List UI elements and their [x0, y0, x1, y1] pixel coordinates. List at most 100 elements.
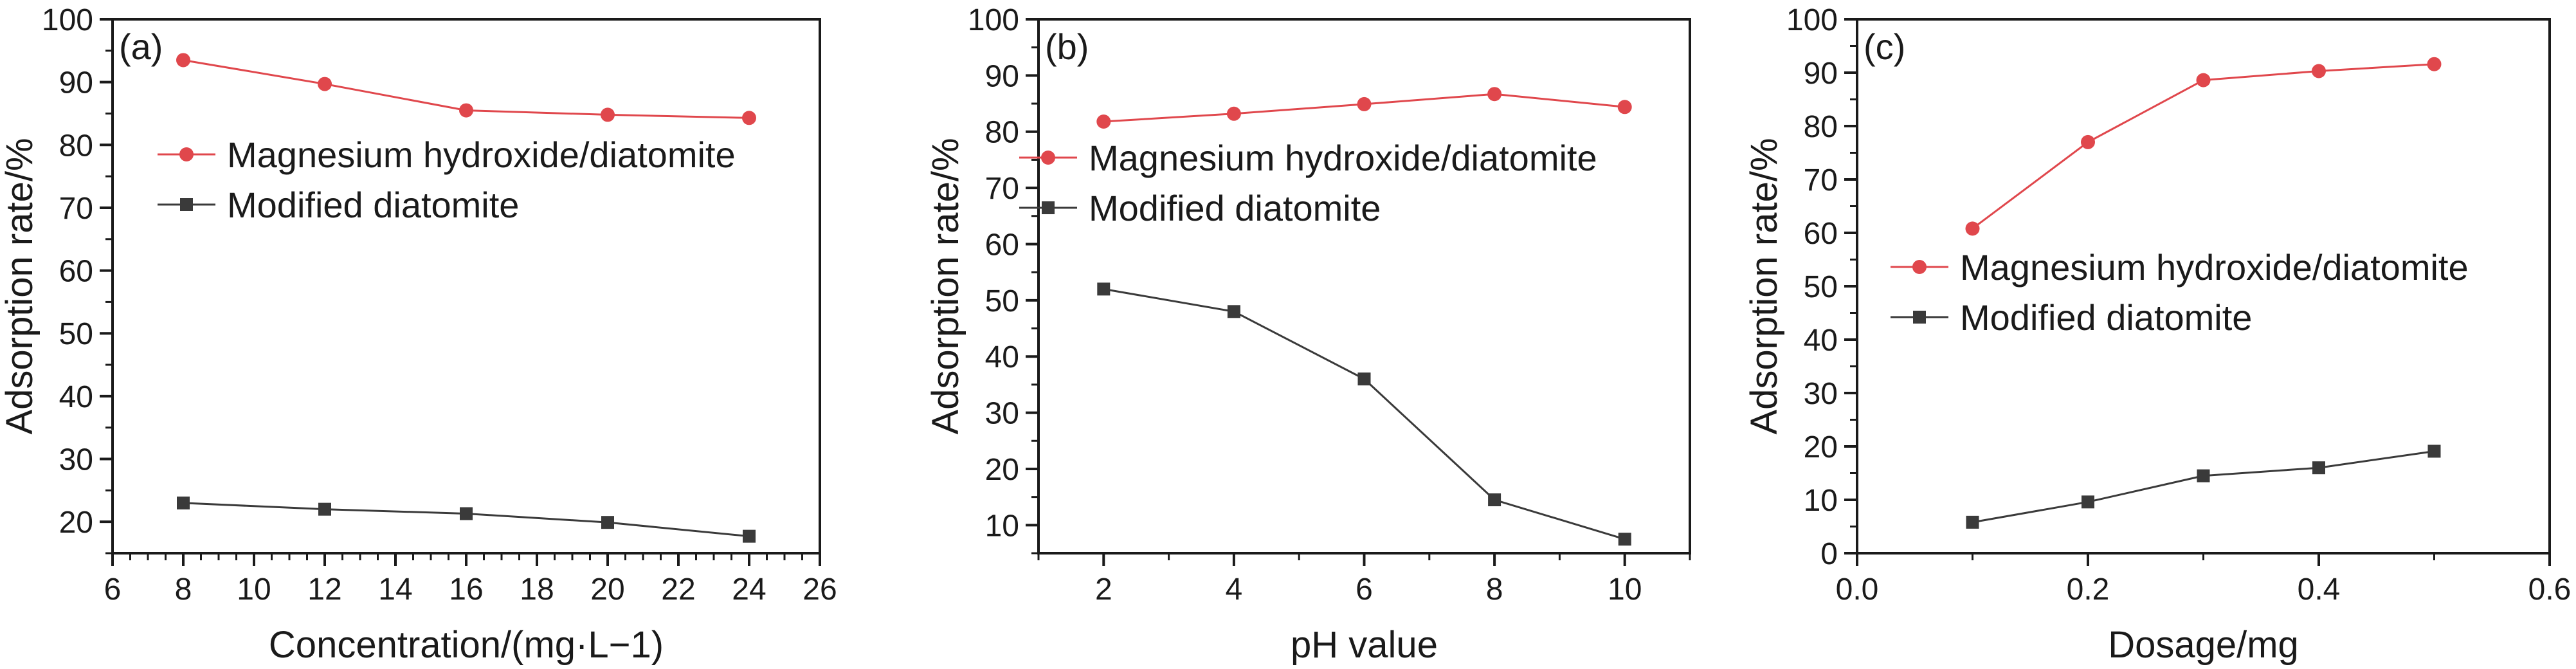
y-axis-title: Adsorption rate/%: [925, 138, 966, 434]
data-point: [1487, 87, 1502, 102]
data-point: [1226, 106, 1241, 121]
data-point: [1357, 372, 1371, 386]
legend-marker: [1912, 260, 1927, 274]
data-point: [1617, 100, 1632, 115]
x-tick-label: 4: [1226, 573, 1243, 607]
y-tick-label: 100: [1786, 3, 1838, 37]
x-tick-label: 10: [1608, 573, 1642, 607]
x-tick-label: 6: [104, 573, 122, 607]
y-tick-label: 20: [1804, 430, 1838, 464]
legend-label: Modified diatomite: [1089, 188, 1381, 228]
legend-marker: [179, 147, 194, 161]
x-tick-label: 10: [237, 573, 271, 607]
chart-panel-3: 0.0 0.2 0.4 0.6 0 10 20 30 40 50 60 70 80 90 100 Dosage…: [1743, 3, 2571, 666]
x-tick-label: 14: [378, 573, 412, 607]
x-tick-label: 12: [307, 573, 341, 607]
y-tick-label: 60: [985, 228, 1019, 262]
legend-marker: [1913, 311, 1926, 324]
data-point: [2197, 469, 2210, 482]
data-point: [1965, 221, 1980, 236]
y-tick-label: 100: [968, 3, 1019, 37]
y-tick-label: 40: [985, 340, 1019, 374]
y-tick-label: 30: [985, 397, 1019, 431]
y-tick-label: 60: [59, 255, 93, 289]
legend-label: Magnesium hydroxide/diatomite: [1089, 138, 1597, 178]
series-line-2: [1103, 288, 1626, 540]
data-point: [2312, 64, 2326, 78]
x-tick-label: 0.0: [1836, 573, 1879, 607]
y-tick-label: 0: [1820, 537, 1838, 571]
data-point: [460, 507, 473, 520]
x-tick-label: 26: [803, 573, 837, 607]
legend-marker: [1041, 151, 1055, 165]
y-tick-label: 10: [985, 509, 1019, 543]
x-tick-label: 20: [590, 573, 624, 607]
y-tick-label: 80: [59, 129, 93, 163]
x-tick-label: 0.4: [2298, 573, 2341, 607]
x-tick-label: 18: [520, 573, 554, 607]
y-tick-label: 30: [1804, 377, 1838, 411]
data-point: [2312, 461, 2325, 475]
x-tick-label: 8: [1486, 573, 1503, 607]
x-tick-label: 0.2: [2067, 573, 2110, 607]
y-tick-label: 100: [42, 3, 93, 37]
y-tick-label: 80: [1804, 110, 1838, 144]
y-tick-label: 90: [59, 66, 93, 100]
data-point: [1097, 282, 1111, 296]
data-point: [176, 53, 190, 68]
legend-marker: [1042, 201, 1055, 214]
legend-marker: [180, 198, 193, 211]
chart-panel-2: 2 4 6 8 10 10 20 30 40 50 60 70 80 90 100 pH value Adsor…: [925, 3, 1691, 666]
x-tick-label: 16: [449, 573, 483, 607]
y-tick-label: 70: [59, 192, 93, 226]
y-tick-label: 90: [985, 59, 1019, 93]
legend-label: Magnesium hydroxide/diatomite: [227, 134, 736, 175]
data-point: [2427, 444, 2441, 458]
data-point: [2196, 73, 2211, 87]
y-tick-label: 40: [1804, 324, 1838, 358]
y-tick-label: 40: [59, 380, 93, 414]
x-axis-title: Concentration/(mg·L−1): [269, 624, 664, 666]
data-point: [2081, 134, 2095, 149]
y-tick-label: 10: [1804, 484, 1838, 518]
y-axis-title: Adsorption rate/%: [0, 138, 41, 434]
y-tick-label: 50: [59, 317, 93, 351]
y-tick-label: 20: [59, 506, 93, 540]
x-tick-label: 0.6: [2528, 573, 2571, 607]
legend-label: Modified diatomite: [227, 185, 519, 225]
series-line-1: [1972, 63, 2435, 230]
data-point: [1488, 493, 1501, 506]
plot-frame: [111, 18, 821, 554]
y-axis-title: Adsorption rate/%: [1743, 138, 1785, 434]
x-tick-label: 2: [1095, 573, 1112, 607]
panel-label: (c): [1864, 26, 1905, 67]
chart-panel-1: 6 8 10 12 14 16 18 20 22 24 26 20 30 40 50 60 70 80 90 100 C…: [0, 3, 837, 666]
y-tick-label: 60: [1804, 217, 1838, 251]
data-point: [1357, 96, 1372, 111]
y-tick-label: 30: [59, 443, 93, 477]
y-tick-label: 70: [1804, 163, 1838, 197]
data-point: [601, 516, 614, 529]
x-tick-label: 24: [732, 573, 766, 607]
x-tick-label: 22: [661, 573, 695, 607]
y-tick-label: 50: [985, 284, 1019, 318]
panel-label: (a): [119, 26, 163, 67]
data-point: [1618, 533, 1631, 546]
legend-label: Magnesium hydroxide/diatomite: [1960, 247, 2469, 288]
x-axis-title: pH value: [1291, 624, 1438, 666]
x-axis-title: Dosage/mg: [2108, 624, 2299, 666]
data-point: [177, 496, 190, 509]
data-point: [2082, 495, 2094, 509]
series-line-2: [1972, 450, 2435, 524]
data-point: [459, 103, 473, 118]
data-point: [742, 111, 756, 125]
data-point: [1096, 115, 1111, 129]
data-point: [2427, 57, 2442, 71]
x-tick-label: 8: [175, 573, 192, 607]
data-point: [318, 502, 331, 516]
y-tick-label: 20: [985, 453, 1019, 487]
y-tick-label: 70: [985, 172, 1019, 206]
panel-label: (b): [1045, 26, 1089, 67]
data-point: [743, 529, 756, 543]
